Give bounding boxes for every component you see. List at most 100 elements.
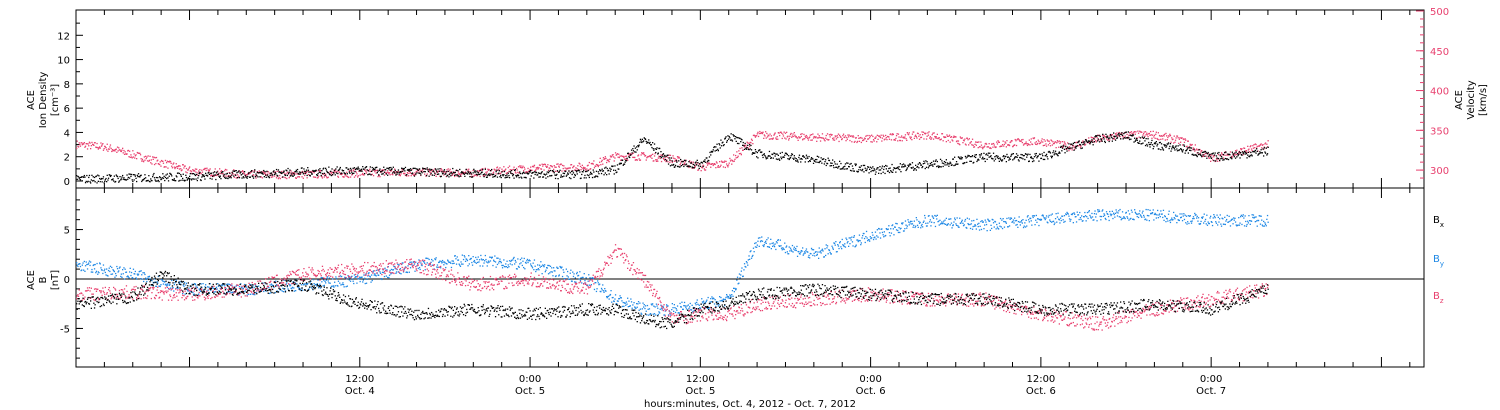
density-point (180, 175, 182, 177)
velocity-point (1208, 157, 1210, 159)
density-point (272, 174, 274, 176)
density-point (742, 141, 744, 144)
velocity-point (1254, 147, 1256, 149)
by-point (466, 258, 468, 261)
by-point (558, 274, 560, 276)
velocity-point (1252, 145, 1254, 147)
by-point (417, 267, 419, 270)
density-point (886, 165, 888, 167)
density-point (676, 161, 678, 163)
density-point (987, 154, 989, 156)
by-point (82, 262, 84, 264)
velocity-point (672, 155, 674, 157)
velocity-point (477, 170, 479, 172)
velocity-point (815, 136, 817, 138)
by-point (332, 278, 334, 280)
by-point (544, 264, 546, 266)
density-point (786, 154, 788, 156)
density-point (512, 173, 515, 176)
by-point (161, 279, 163, 281)
velocity-point (726, 165, 728, 167)
velocity-point (879, 136, 881, 138)
by-point (460, 261, 462, 263)
density-point (1111, 140, 1113, 142)
by-point (304, 283, 306, 285)
density-point (937, 165, 939, 167)
velocity-point (454, 175, 456, 178)
velocity-point (179, 165, 181, 167)
density-point (890, 171, 893, 173)
density-point (1173, 146, 1175, 148)
density-point (199, 171, 201, 173)
density-point (125, 179, 128, 181)
density-point (1005, 161, 1007, 163)
velocity-point (533, 166, 535, 168)
density-point (1259, 152, 1262, 154)
by-point (550, 271, 552, 273)
density-point (763, 153, 765, 156)
velocity-point (763, 134, 765, 136)
by-point (581, 282, 583, 284)
velocity-point (1011, 140, 1013, 142)
density-point (505, 176, 507, 179)
density-point (865, 169, 867, 171)
density-point (708, 160, 710, 162)
density-point (132, 180, 134, 183)
by-point (231, 284, 233, 287)
density-point (620, 163, 622, 165)
density-point (97, 180, 99, 182)
by-point (644, 305, 647, 307)
velocity-point (495, 173, 497, 175)
velocity-point (515, 172, 517, 174)
by-point (400, 273, 402, 275)
density-point (134, 175, 136, 177)
velocity-point (290, 170, 292, 172)
density-point (1004, 156, 1006, 158)
velocity-point (739, 147, 741, 150)
velocity-point (101, 144, 103, 146)
density-point (1230, 156, 1232, 158)
velocity-point (586, 168, 588, 170)
by-point (252, 285, 254, 287)
by-point (521, 264, 523, 267)
velocity-point (434, 173, 437, 175)
by-point (464, 260, 467, 262)
density-point (357, 166, 359, 168)
velocity-point (143, 161, 145, 163)
by-point (380, 278, 382, 280)
by-point (367, 275, 369, 277)
density-point (1019, 157, 1021, 159)
density-point (306, 174, 308, 177)
by-point (575, 281, 577, 283)
density-point (1210, 157, 1212, 159)
density-point (1144, 140, 1146, 142)
velocity-point (371, 173, 373, 175)
density-point (899, 163, 901, 165)
density-point (1054, 150, 1057, 152)
velocity-point (609, 155, 612, 157)
density-point (535, 171, 537, 174)
density-point (469, 176, 471, 178)
velocity-point (414, 172, 416, 174)
density-point (296, 171, 298, 173)
velocity-point (349, 169, 351, 172)
by-point (416, 265, 418, 267)
velocity-point (752, 143, 754, 145)
velocity-point (452, 174, 454, 176)
by-point (602, 284, 604, 286)
velocity-point (1250, 145, 1252, 147)
velocity-point (549, 167, 551, 169)
density-point (265, 176, 267, 178)
velocity-point (1153, 134, 1156, 136)
velocity-point (905, 138, 907, 140)
density-point (1125, 137, 1127, 139)
density-point (992, 152, 995, 154)
density-point (436, 171, 438, 173)
velocity-point (254, 170, 256, 172)
velocity-point (1259, 144, 1262, 146)
velocity-point (341, 173, 343, 176)
velocity-point (748, 142, 750, 144)
density-point (560, 176, 562, 178)
by-point (520, 262, 522, 264)
by-point (226, 283, 228, 286)
